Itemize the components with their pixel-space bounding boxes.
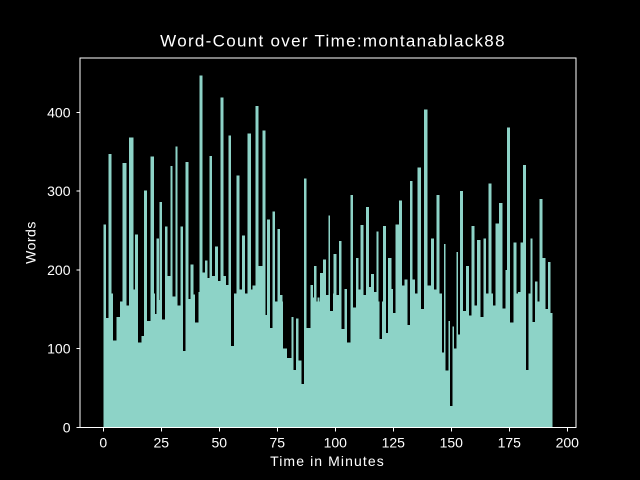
svg-text:100: 100 (324, 435, 348, 451)
svg-text:175: 175 (498, 435, 522, 451)
svg-text:125: 125 (382, 435, 406, 451)
svg-text:25: 25 (154, 435, 170, 451)
svg-text:200: 200 (556, 435, 580, 451)
svg-text:100: 100 (47, 341, 71, 357)
svg-text:Words: Words (23, 221, 39, 264)
svg-text:200: 200 (47, 262, 71, 278)
svg-text:Time in Minutes: Time in Minutes (270, 453, 385, 469)
svg-text:0: 0 (99, 435, 107, 451)
svg-text:300: 300 (47, 183, 71, 199)
svg-text:0: 0 (63, 419, 71, 435)
svg-text:400: 400 (47, 105, 71, 121)
svg-text:150: 150 (440, 435, 464, 451)
svg-text:50: 50 (212, 435, 228, 451)
svg-text:Word-Count over Time:montanabl: Word-Count over Time:montanablack88 (160, 32, 506, 51)
svg-text:75: 75 (270, 435, 286, 451)
